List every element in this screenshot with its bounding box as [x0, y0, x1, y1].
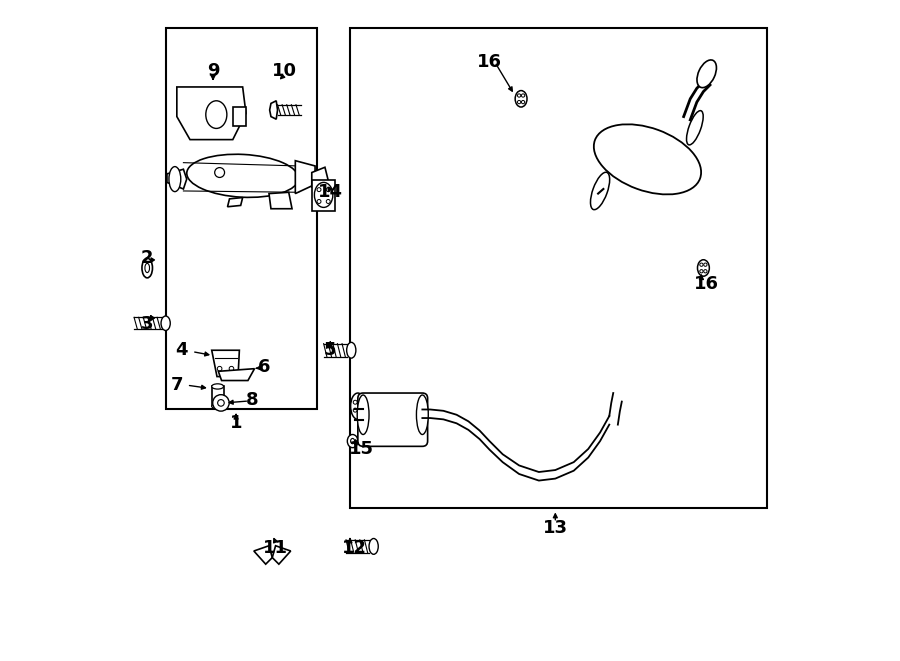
Text: 3: 3 [141, 315, 154, 333]
Ellipse shape [698, 260, 709, 276]
Ellipse shape [142, 258, 152, 278]
Text: 16: 16 [694, 276, 719, 293]
Polygon shape [311, 180, 336, 211]
Ellipse shape [687, 110, 703, 145]
Text: 4: 4 [176, 341, 188, 359]
Polygon shape [295, 161, 315, 194]
Text: 9: 9 [207, 61, 220, 79]
Text: 8: 8 [247, 391, 259, 408]
Ellipse shape [346, 342, 356, 358]
Text: 2: 2 [141, 249, 154, 267]
Ellipse shape [230, 366, 234, 371]
Ellipse shape [697, 60, 716, 88]
Ellipse shape [327, 200, 330, 204]
Ellipse shape [358, 408, 363, 412]
Polygon shape [254, 546, 273, 564]
Polygon shape [219, 369, 255, 381]
Ellipse shape [327, 188, 330, 192]
Ellipse shape [161, 316, 170, 330]
Ellipse shape [700, 270, 703, 273]
Ellipse shape [357, 395, 369, 434]
Ellipse shape [351, 438, 355, 444]
Ellipse shape [518, 94, 521, 97]
Ellipse shape [700, 263, 703, 266]
Text: 1: 1 [230, 414, 242, 432]
Ellipse shape [212, 384, 223, 389]
Ellipse shape [314, 182, 333, 208]
FancyBboxPatch shape [358, 393, 428, 446]
Ellipse shape [206, 100, 227, 128]
Polygon shape [212, 387, 223, 407]
Polygon shape [269, 192, 292, 209]
Ellipse shape [215, 168, 225, 177]
Ellipse shape [353, 401, 357, 405]
Ellipse shape [317, 200, 321, 204]
Ellipse shape [521, 100, 525, 104]
Ellipse shape [704, 270, 707, 273]
Text: 11: 11 [263, 539, 288, 557]
Bar [350, 28, 768, 508]
Ellipse shape [704, 263, 707, 266]
Ellipse shape [187, 154, 299, 198]
Polygon shape [176, 87, 246, 139]
Ellipse shape [594, 124, 701, 194]
Ellipse shape [518, 100, 521, 104]
Polygon shape [311, 167, 328, 194]
Ellipse shape [218, 400, 224, 407]
Text: 10: 10 [272, 61, 297, 79]
Polygon shape [270, 100, 277, 119]
Polygon shape [273, 546, 291, 564]
Text: 6: 6 [258, 358, 271, 375]
Ellipse shape [521, 94, 525, 97]
Polygon shape [212, 350, 239, 377]
Polygon shape [167, 169, 186, 189]
Ellipse shape [217, 366, 222, 371]
Bar [166, 28, 317, 409]
Polygon shape [228, 198, 243, 207]
Ellipse shape [317, 188, 321, 192]
Ellipse shape [353, 408, 357, 412]
Ellipse shape [212, 404, 223, 408]
Text: 16: 16 [477, 53, 502, 71]
Ellipse shape [358, 401, 363, 405]
Ellipse shape [590, 173, 609, 210]
Ellipse shape [515, 91, 527, 107]
Text: 14: 14 [318, 183, 343, 201]
Ellipse shape [145, 263, 149, 272]
Ellipse shape [347, 434, 358, 447]
Text: 13: 13 [543, 519, 568, 537]
Ellipse shape [369, 539, 378, 555]
Text: 15: 15 [348, 440, 374, 458]
Ellipse shape [351, 393, 365, 419]
Ellipse shape [212, 395, 230, 411]
Text: 12: 12 [342, 539, 367, 557]
Text: 5: 5 [324, 341, 337, 359]
Ellipse shape [169, 167, 181, 192]
Polygon shape [233, 106, 246, 126]
Ellipse shape [417, 395, 428, 434]
Text: 7: 7 [171, 376, 184, 394]
